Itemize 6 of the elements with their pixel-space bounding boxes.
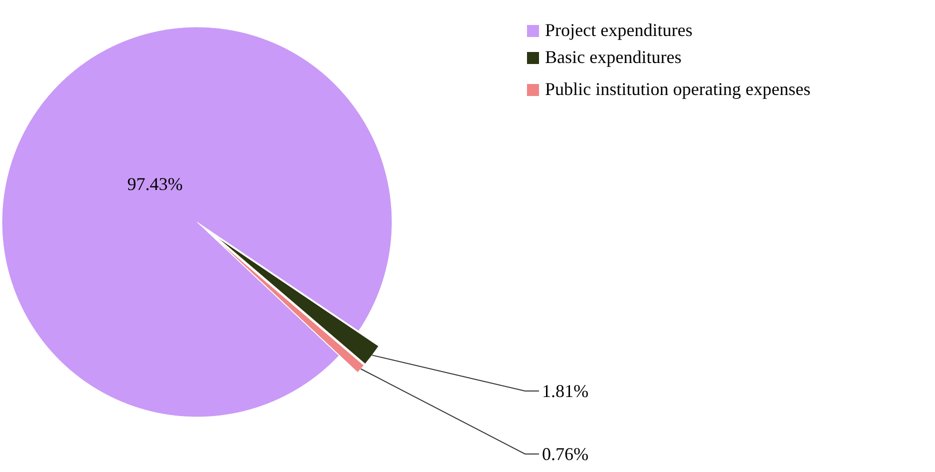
legend-label: Project expenditures (545, 20, 692, 40)
data-label: 0.76% (542, 444, 588, 464)
legend-label: Basic expenditures (545, 47, 682, 67)
data-label: 97.43% (127, 174, 183, 194)
data-label: 1.81% (542, 381, 588, 401)
legend-label: Public institution operating expenses (545, 79, 810, 99)
